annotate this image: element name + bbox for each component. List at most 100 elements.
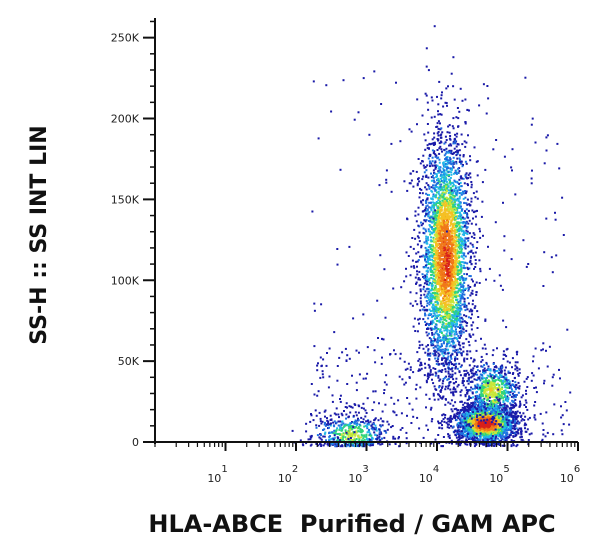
event-dot [376,434,379,437]
event-dot [360,421,363,423]
event-dot [514,403,517,406]
event-dot [447,325,450,328]
event-dot [453,346,456,349]
event-dot [431,256,434,259]
event-dot [459,294,462,297]
event-dot [426,302,429,305]
event-dot [432,267,435,270]
event-dot [440,237,443,240]
event-dot [460,185,463,188]
event-dot [464,304,466,306]
event-dot [435,218,438,221]
event-dot [465,208,468,211]
event-dot [427,256,430,259]
event-dot [434,305,437,308]
event-dot [443,226,446,229]
event-dot [438,263,441,266]
event-dot [351,435,354,438]
event-dot [446,206,449,209]
event-dot [349,438,352,441]
event-dot [455,295,457,298]
event-dot [353,432,356,435]
event-dot [454,283,457,286]
event-dot [450,171,453,174]
event-dot [468,250,471,253]
event-dot [459,289,462,292]
event-dot [446,256,449,258]
event-dot [477,433,480,435]
event-dot [462,155,465,158]
event-dot [460,400,463,403]
event-dot [456,291,459,294]
event-dot [429,246,432,249]
event-dot [433,180,436,183]
event-dot [446,212,449,215]
event-dot [447,317,450,320]
event-dot [443,173,446,176]
event-dot [433,287,436,290]
event-dot [468,219,471,222]
event-dot [460,193,463,196]
event-dot [355,426,358,429]
event-dot [438,215,440,218]
event-dot [424,296,427,299]
event-dot [462,289,465,292]
event-dot [351,406,354,409]
event-dot [444,368,447,371]
event-dot [465,324,468,327]
event-dot [324,421,326,424]
event-dot [436,122,439,125]
event-dot [425,260,428,263]
event-dot [322,435,325,438]
event-dot [362,407,365,410]
event-dot [448,332,451,335]
event-dot [460,261,463,264]
event-dot [446,166,449,169]
event-dot [428,251,431,254]
event-dot [442,305,445,308]
event-dot [412,170,415,173]
event-dot [442,267,445,270]
event-dot [464,247,467,250]
event-dot [369,444,372,447]
event-dot [450,149,453,152]
event-dot [460,245,462,248]
event-dot [357,430,360,433]
event-dot [458,178,461,181]
event-dot [437,355,440,358]
event-dot [434,271,437,274]
event-dot [444,292,447,295]
event-dot [341,429,344,432]
event-dot [434,234,437,237]
event-dot [328,426,330,429]
event-dot [310,443,313,446]
event-dot [365,420,368,423]
event-dot [365,437,368,440]
event-dot [443,175,446,178]
event-dot [318,424,321,427]
event-dot [446,293,449,296]
event-dot [437,127,440,130]
event-dot [455,162,458,165]
event-dot [525,423,528,426]
event-dot [448,296,451,299]
event-dot [448,308,451,311]
event-dot [459,306,462,309]
event-dot [424,276,427,279]
event-dot [455,254,458,256]
event-dot [435,166,437,169]
event-dot [471,303,474,306]
event-dot [335,429,338,432]
event-dot [458,332,461,335]
event-dot [468,334,471,337]
event-dot [438,147,441,150]
event-dot [338,433,341,436]
event-dot [469,250,472,253]
event-dot [420,201,423,204]
event-dot [427,157,430,160]
event-dot [444,251,447,253]
event-dot [441,217,444,220]
event-dot [444,135,447,138]
event-dot [464,287,467,290]
event-dot [324,424,327,427]
